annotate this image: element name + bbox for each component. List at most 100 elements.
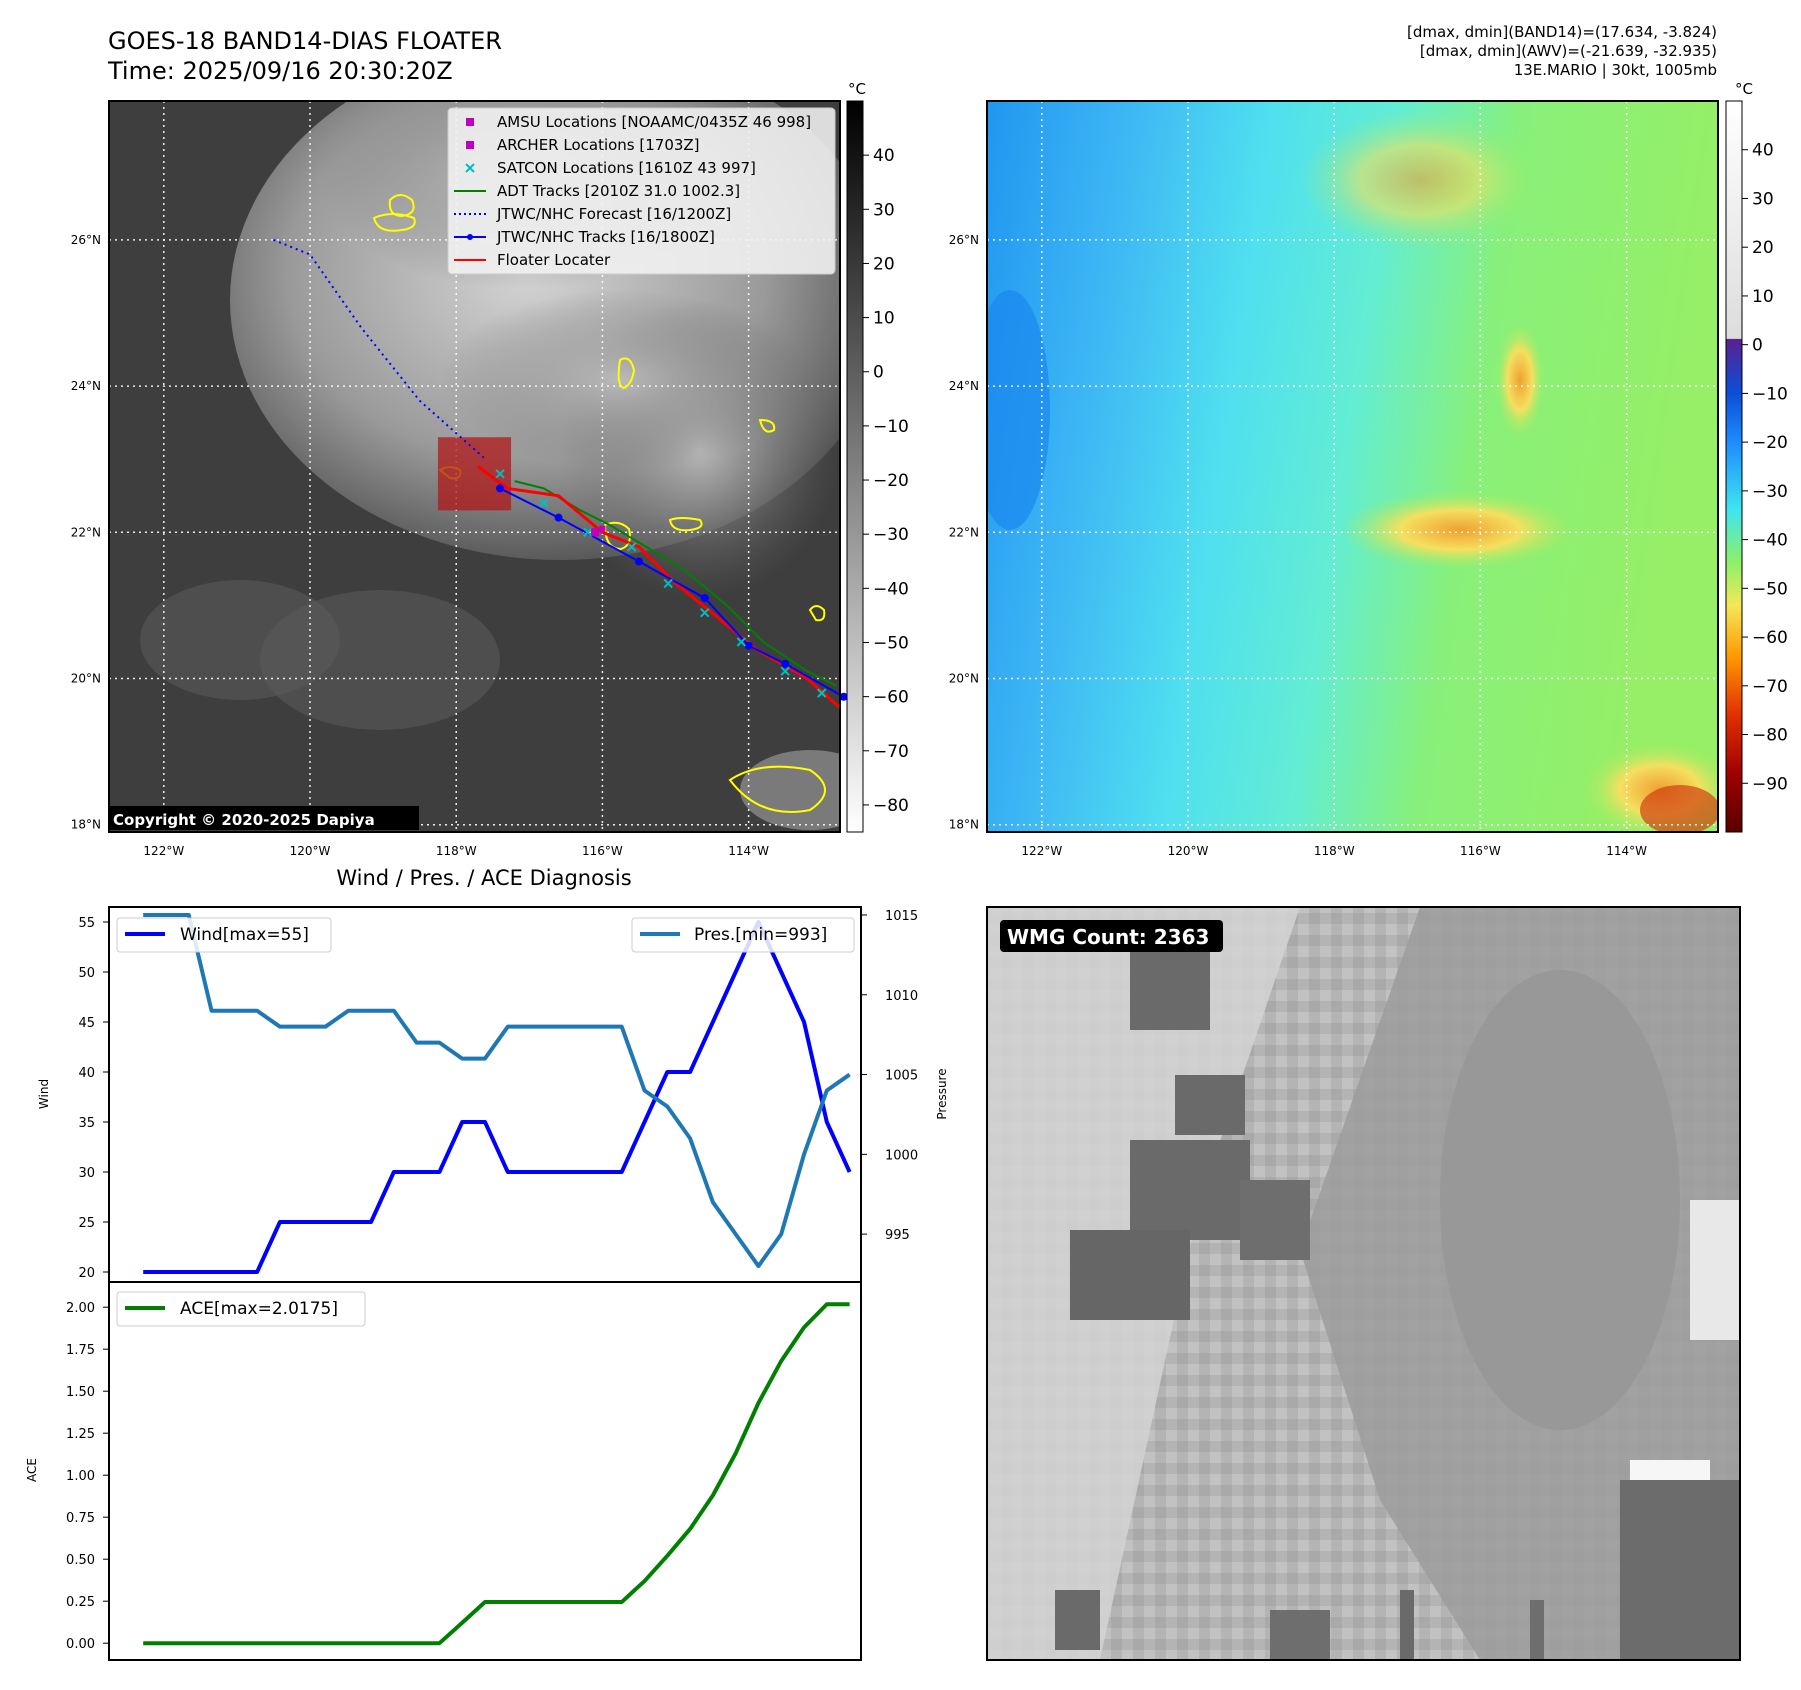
colorbar-tick-label: −10: [1752, 384, 1788, 404]
colorbar-tick-label: −30: [1752, 482, 1788, 502]
archer-point: [599, 525, 606, 532]
best-track-point: [634, 557, 643, 566]
wmg-label-box: [1000, 920, 1223, 952]
lat-tick-label: 22°N: [71, 525, 101, 539]
best-track-point: [700, 594, 709, 603]
lon-tick-label: 116°W: [1460, 844, 1501, 858]
pressure-tick-label: 1015: [885, 909, 918, 924]
ace-axis-label: ACE: [25, 1458, 39, 1482]
pressure-legend-box: [631, 917, 855, 953]
ir-axis-ticks: 122°W 120°W 118°W 116°W 114°W 18°N 20°N 22°N 24°…: [71, 233, 769, 858]
ir-yellow-contours: [372, 194, 826, 813]
ir-panel: 122°W 120°W 118°W 116°W 114°W 18°N 20°N 22°N 24°…: [71, 100, 848, 858]
colorbar-tick-label: 0: [1752, 336, 1763, 356]
ace-plot: 0.00 0.25 0.50 0.75 1.00 1.25 1.50 1.75 2.00 ACE[…: [66, 1291, 850, 1652]
colorbar-tick-label: 30: [1752, 189, 1774, 209]
satcon-point: [539, 498, 549, 508]
satcon-point: [583, 527, 593, 537]
best-track-point: [781, 659, 790, 668]
pressure-tick-label: 1000: [885, 1148, 918, 1163]
wind-tick-label: 40: [78, 1066, 95, 1081]
wind-legend-label: Wind[max=55]: [180, 925, 309, 945]
pressure-tick-label: 1005: [885, 1069, 918, 1084]
wmg-dark-cell: [1130, 950, 1210, 1030]
diagnosis-panel: Wind / Pres. / ACE Diagnosis 20 25 30 35 40 4…: [25, 866, 949, 1661]
pressure-tick-label: 1010: [885, 989, 918, 1004]
colorbar-tick-label: −60: [873, 688, 909, 708]
best-track-point: [496, 484, 505, 493]
legend-label: Floater Locater: [497, 251, 611, 269]
colorbar-tick-label: −10: [873, 417, 909, 437]
ir-colorbar: °C 40 30 20 10 0 −10 −20 −30 −40 −50 −60 −70 −80: [846, 80, 909, 833]
legend-marker: [466, 118, 474, 126]
colorbar-tick-label: 10: [1752, 287, 1774, 307]
legend-label: SATCON Locations [1610Z 43 997]: [497, 159, 756, 177]
awv-frame: [986, 100, 1719, 833]
lat-tick-label: 26°N: [949, 233, 979, 247]
colorbar-tick-label: 0: [873, 363, 884, 383]
wind-tick-label: 35: [78, 1116, 95, 1131]
awv-axis-ticks: 122°W 120°W 118°W 116°W 114°W 18°N 20°N 22°N 24°…: [949, 233, 1647, 858]
wind-tick-label: 45: [78, 1016, 95, 1031]
wind-legend-box: [116, 917, 332, 953]
awv-gridlines: [987, 101, 1718, 832]
copyright-box: [109, 806, 419, 830]
ir-storm-tracks: [273, 238, 848, 709]
best-track-point: [554, 513, 563, 522]
info-line-storm: 13E.MARIO | 30kt, 1005mb: [1513, 61, 1717, 79]
ace-tick-label: 0.75: [66, 1511, 95, 1526]
wmg-panel: WMG Count: 2363: [986, 906, 1741, 1661]
map-legend: AMSU Locations [NOAAMC/0435Z 46 998] ARCH…: [447, 107, 836, 275]
wind-tick-label: 30: [78, 1166, 95, 1181]
lon-tick-label: 116°W: [582, 844, 623, 858]
wind-pressure-axes: [108, 906, 862, 1283]
satcon-point: [663, 578, 673, 589]
wmg-frame: [986, 906, 1741, 1661]
lon-tick-label: 118°W: [436, 844, 477, 858]
colorbar-tick-label: −80: [1752, 726, 1788, 746]
lon-tick-label: 120°W: [290, 844, 331, 858]
lat-tick-label: 22°N: [949, 525, 979, 539]
colorbar-tick-label: −70: [873, 742, 909, 762]
awv-colorbar: °C 40 30 20 10 0 −10 −20 −30 −40 −50 −60 −70 −80 −90: [1725, 80, 1788, 833]
colorbar-tick-label: 40: [873, 146, 895, 166]
colorbar-tick-label: −90: [1752, 774, 1788, 794]
legend-marker: [466, 141, 474, 149]
ace-tick-label: 0.50: [66, 1553, 95, 1568]
awv-warm-band: [1340, 490, 1580, 570]
colorbar-tick-label: −40: [873, 579, 909, 599]
info-line-band14: [dmax, dmin](BAND14)=(17.634, -3.824): [1406, 23, 1717, 41]
ace-legend-label: ACE[max=2.0175]: [180, 1299, 338, 1319]
lat-tick-label: 18°N: [949, 818, 979, 832]
lat-tick-label: 26°N: [71, 233, 101, 247]
wind-pressure-plot: 20 25 30 35 40 45 50 55 995 1000 1005 1010 1015 Wind[…: [78, 909, 918, 1281]
awv-colorbar-ramp: [1725, 100, 1743, 833]
lon-tick-label: 118°W: [1314, 844, 1355, 858]
wind-tick-label: 25: [78, 1216, 95, 1231]
ace-axes: [108, 1281, 862, 1661]
awv-colorbar-unit: °C: [1735, 80, 1753, 98]
lat-tick-label: 18°N: [71, 818, 101, 832]
colorbar-tick-label: −50: [873, 633, 909, 653]
ace-tick-label: 1.50: [66, 1385, 95, 1400]
ace-tick-label: 1.75: [66, 1343, 95, 1358]
best-track-point: [744, 641, 753, 650]
colorbar-tick-label: 20: [873, 254, 895, 274]
colorbar-tick-label: −50: [1752, 579, 1788, 599]
legend-box: [447, 107, 836, 275]
satcon-point: [626, 542, 637, 552]
pressure-axis-label: Pressure: [935, 1068, 949, 1119]
info-block: [dmax, dmin](BAND14)=(17.634, -3.824) [d…: [1407, 23, 1717, 80]
pressure-tick-label: 995: [885, 1228, 910, 1243]
ir-frame: [108, 100, 841, 833]
legend-marker: [465, 163, 475, 173]
diagnosis-title: Wind / Pres. / ACE Diagnosis: [336, 866, 631, 890]
pressure-legend-label: Pres.[min=993]: [694, 925, 827, 945]
lon-tick-label: 114°W: [728, 844, 769, 858]
lon-tick-label: 120°W: [1168, 844, 1209, 858]
ace-tick-label: 2.00: [66, 1301, 95, 1316]
lon-tick-label: 114°W: [1606, 844, 1647, 858]
ace-tick-label: 1.00: [66, 1469, 95, 1484]
satcon-point: [817, 688, 827, 698]
wind-tick-label: 50: [78, 966, 95, 981]
